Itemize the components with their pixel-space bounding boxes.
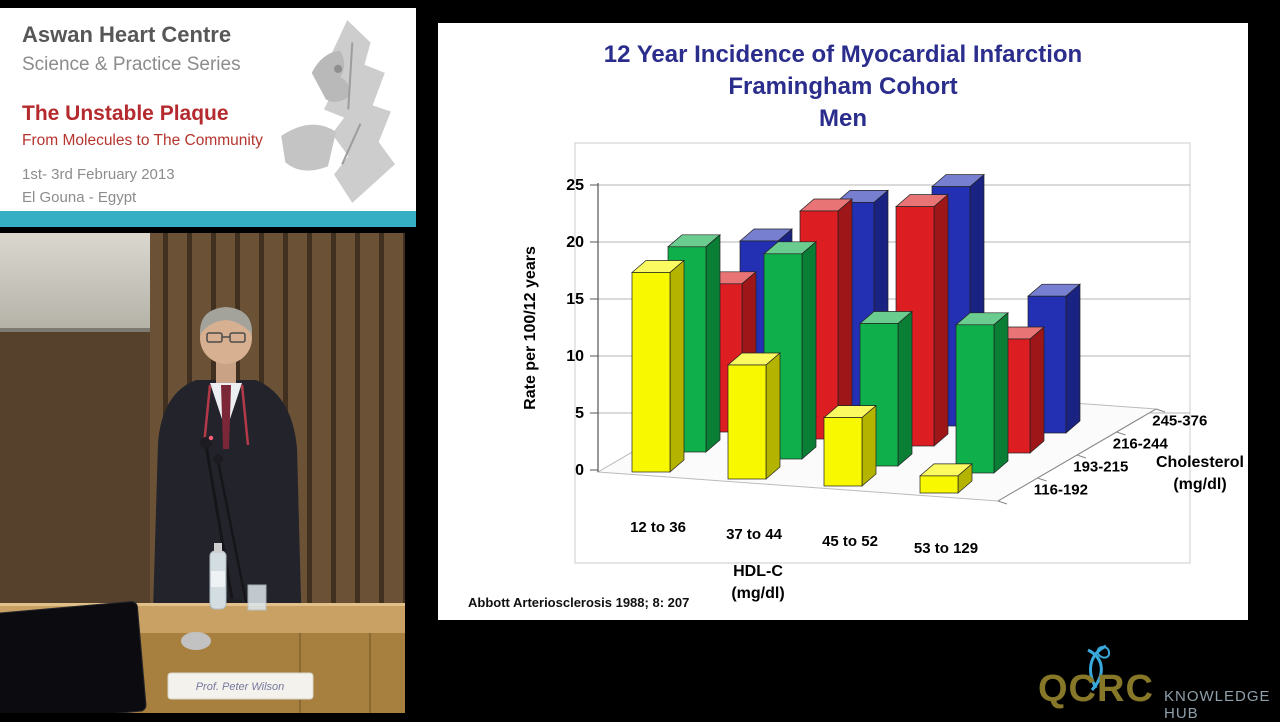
event-title: The Unstable Plaque [22, 102, 229, 125]
ribbon-icon [1087, 644, 1111, 691]
y-tick-label: 5 [575, 405, 584, 422]
laptop-monitor [0, 601, 147, 713]
y-axis-title: Rate per 100/12 years [522, 246, 539, 410]
depth-tick-label: 216-244 [1113, 436, 1169, 453]
bar-side-216-244-53 to 129 [1029, 326, 1045, 454]
x-tick-label: 53 to 129 [914, 540, 978, 557]
event-location: El Gouna - Egypt [22, 189, 137, 206]
bar-side-193-215-53 to 129 [993, 312, 1009, 474]
mic-indicator-light [208, 435, 214, 441]
bar-side-193-215-37 to 44 [801, 241, 817, 460]
speaker-photo: Prof. Peter Wilson [0, 233, 405, 713]
bar-side-116-192-12 to 36 [669, 259, 685, 473]
event-date: 1st- 3rd February 2013 [22, 166, 175, 183]
logo-name: QCRC [1038, 668, 1154, 710]
depth-tick [1037, 477, 1047, 482]
speaker-head [200, 312, 252, 364]
depth-axis-title: (mg/dl) [1173, 476, 1226, 493]
depth-tick-label: 116-192 [1034, 482, 1088, 499]
depth-tick [1076, 454, 1087, 459]
y-tick-label: 25 [566, 177, 584, 194]
chart-title: 12 Year Incidence of Myocardial Infarcti… [603, 41, 1083, 68]
screen-edge [0, 328, 150, 332]
chart-citation: Abbott Arteriosclerosis 1988; 8: 207 [468, 595, 690, 610]
projection-screen [0, 233, 150, 328]
bar-side-193-215-12 to 36 [705, 234, 721, 453]
bar-116-192-53 to 129 [919, 475, 959, 494]
depth-tick [997, 500, 1008, 505]
y-tick-label: 0 [575, 462, 584, 479]
bar-116-192-12 to 36 [631, 272, 671, 473]
logo-tagline: KNOWLEDGE HUB [1164, 688, 1271, 722]
x-tick-label: 45 to 52 [822, 533, 878, 550]
bar-side-216-244-45 to 52 [933, 193, 949, 447]
depth-tick-label: 193-215 [1073, 459, 1128, 476]
speaker-tie [221, 385, 231, 449]
event-card: Aswan Heart Centre Science & Practice Se… [0, 8, 416, 211]
y-tick-label: 15 [566, 291, 584, 308]
bar-side-245-376-53 to 129 [1065, 283, 1081, 434]
speaker-photo-scene: Prof. Peter Wilson [0, 233, 405, 713]
depth-axis-title: Cholesterol [1156, 454, 1244, 471]
mic-head [200, 437, 212, 449]
bar-side-193-215-45 to 52 [897, 310, 913, 467]
plot-frame [574, 142, 1191, 564]
ribbon-icon-path [1087, 648, 1103, 691]
x-tick-label: 37 to 44 [726, 526, 783, 543]
nameplate-text: Prof. Peter Wilson [196, 681, 285, 693]
y-tick-label: 10 [566, 348, 584, 365]
bar-side-216-244-37 to 44 [837, 198, 853, 440]
knowledge-hub-logo: QCRC KNOWLEDGE HUB [1030, 644, 1280, 722]
bar-side-116-192-45 to 52 [861, 404, 877, 487]
org-name: Aswan Heart Centre [22, 22, 232, 47]
pharaoh-sketch-graphic [281, 20, 395, 203]
bar-side-116-192-37 to 44 [765, 352, 781, 480]
event-subtitle: From Molecules to The Community [22, 132, 263, 149]
depth-tick [1155, 408, 1166, 413]
ribbon-icon-path [1089, 644, 1107, 689]
chart-subtitle: Framingham Cohort [728, 73, 958, 100]
lanyard [202, 384, 250, 446]
y-tick-label: 20 [566, 234, 584, 251]
drinking-glass [247, 584, 267, 611]
accent-bar [0, 211, 416, 227]
slide: 12 Year Incidence of Myocardial Infarcti… [438, 23, 1248, 620]
nameplate: Prof. Peter Wilson [167, 672, 314, 700]
mic-head [213, 454, 223, 464]
depth-tick-label: 245-376 [1152, 413, 1207, 430]
metal-dome [181, 632, 211, 650]
chart-group-label: Men [819, 105, 867, 132]
x-axis-title: HDL-C [733, 563, 783, 580]
glasses [206, 332, 246, 343]
speaker-hair [199, 307, 253, 334]
bar-116-192-37 to 44 [727, 364, 767, 480]
bar-116-192-45 to 52 [823, 417, 863, 487]
x-axis-title: (mg/dl) [731, 585, 784, 602]
ribbon-icon-path [1096, 646, 1111, 659]
org-subtitle: Science & Practice Series [22, 54, 241, 75]
bar-chart-3d: 116-192 193-215 216-244 245-376 0 5 10 15 20 25 12… [522, 142, 1244, 602]
depth-tick [1116, 431, 1126, 436]
x-tick-label: 12 to 36 [630, 519, 686, 536]
water-bottle [209, 543, 227, 610]
bar-193-215-53 to 129 [955, 324, 995, 474]
